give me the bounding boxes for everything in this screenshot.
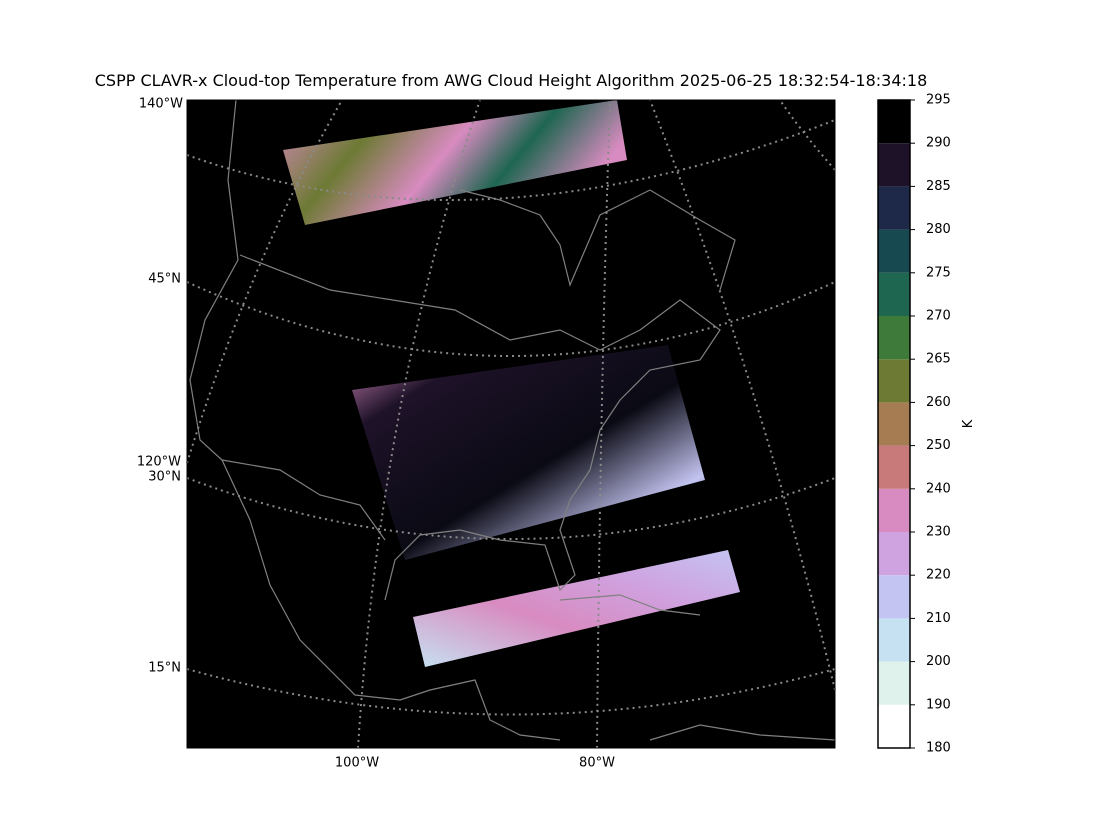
title: CSPP CLAVR-x Cloud-top Temperature from … xyxy=(95,71,928,90)
colorbar-tick-label: 275 xyxy=(926,265,951,280)
colorbar-tick-label: 180 xyxy=(926,741,951,756)
colorbar-tick-label: 220 xyxy=(926,568,951,583)
colorbar-segment xyxy=(878,316,910,360)
map xyxy=(186,99,836,749)
colorbar-segment xyxy=(878,488,910,532)
swath xyxy=(283,100,627,225)
colorbar-segment xyxy=(878,532,910,576)
map-label: 30°N xyxy=(148,470,181,485)
map-frame xyxy=(186,99,836,749)
colorbar-segment xyxy=(878,143,910,187)
colorbar-tick-label: 265 xyxy=(926,352,951,367)
map-label: 120°W xyxy=(137,455,181,470)
coastlines xyxy=(189,99,836,741)
colorbar-tick-label: 210 xyxy=(926,611,951,626)
colorbar-segment xyxy=(878,661,910,705)
colorbar-segment xyxy=(878,229,910,273)
colorbar-frame xyxy=(877,99,911,749)
map-label: 100°W xyxy=(335,756,379,771)
colorbar-segment xyxy=(878,704,910,748)
colorbar-segment xyxy=(878,100,910,144)
graticule xyxy=(186,99,836,749)
map-label: 140°W xyxy=(139,97,183,112)
colorbar-tick-label: 280 xyxy=(926,222,951,237)
colorbar-label: K xyxy=(961,419,976,428)
colorbar-tick-label: 290 xyxy=(926,136,951,151)
colorbar-segment xyxy=(878,575,910,619)
colorbar-segment xyxy=(878,359,910,403)
colorbar-tick-label: 240 xyxy=(926,481,951,496)
swath xyxy=(352,345,705,560)
map-label: 45°N xyxy=(148,272,181,287)
colorbar-tick-label: 250 xyxy=(926,438,951,453)
colorbar-segment xyxy=(878,618,910,662)
swath xyxy=(413,550,740,667)
map-label: 15°N xyxy=(148,661,181,676)
colorbar-tick-label: 200 xyxy=(926,654,951,669)
colorbar-segment xyxy=(878,402,910,446)
colorbar-tick-label: 285 xyxy=(926,179,951,194)
colorbar-segment xyxy=(878,272,910,316)
colorbar-tick-label: 190 xyxy=(926,697,951,712)
colorbar-tick-label: 270 xyxy=(926,309,951,324)
colorbar-segment xyxy=(878,445,910,489)
colorbar-segment xyxy=(878,186,910,230)
colorbar-tick-label: 260 xyxy=(926,395,951,410)
map-label: 80°W xyxy=(579,756,615,771)
colorbar-tick-label: 295 xyxy=(926,93,951,108)
colorbar-tick-label: 230 xyxy=(926,525,951,540)
